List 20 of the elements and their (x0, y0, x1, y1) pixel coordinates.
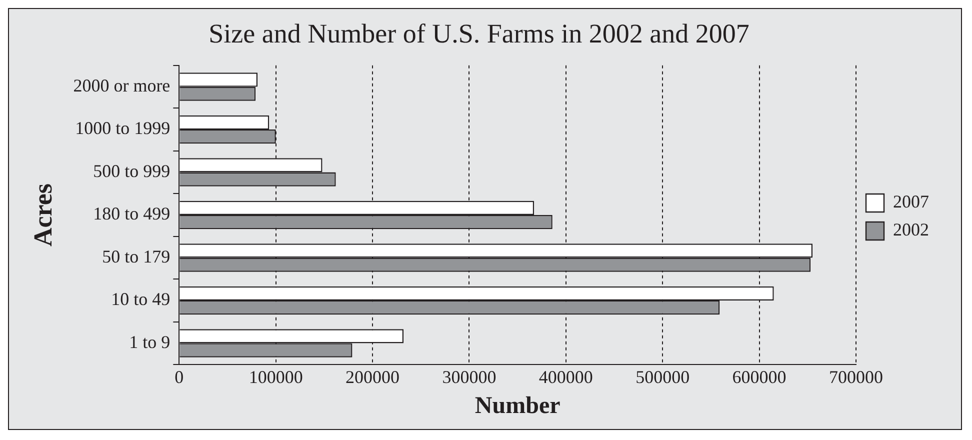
x-tick-label: 700000 (829, 367, 883, 388)
x-tick-label: 200000 (346, 367, 400, 388)
y-tick-label: 2000 or more (73, 76, 170, 96)
y-tick-label: 500 to 999 (93, 160, 170, 181)
x-axis-title: Number (474, 392, 561, 419)
y-tick-label: 1 to 9 (129, 332, 170, 352)
x-tick-label: 300000 (442, 367, 496, 388)
chart-title: Size and Number of U.S. Farms in 2002 and 2007 (208, 18, 750, 48)
y-tick-label: 10 to 49 (111, 289, 170, 310)
y-tick-label: 1000 to 1999 (75, 118, 170, 138)
x-tick-label: 0 (174, 367, 184, 388)
x-tick-label: 600000 (732, 367, 786, 388)
y-axis-title: Acres (28, 183, 58, 247)
x-tick-label: 400000 (538, 367, 593, 388)
legend-label: 2002 (893, 220, 929, 240)
x-tick-label: 500000 (636, 367, 690, 388)
x-tick-label: 100000 (248, 367, 303, 388)
y-tick-label: 50 to 179 (102, 246, 170, 266)
y-tick-label: 180 to 499 (93, 204, 170, 224)
legend-label: 2007 (893, 192, 929, 212)
